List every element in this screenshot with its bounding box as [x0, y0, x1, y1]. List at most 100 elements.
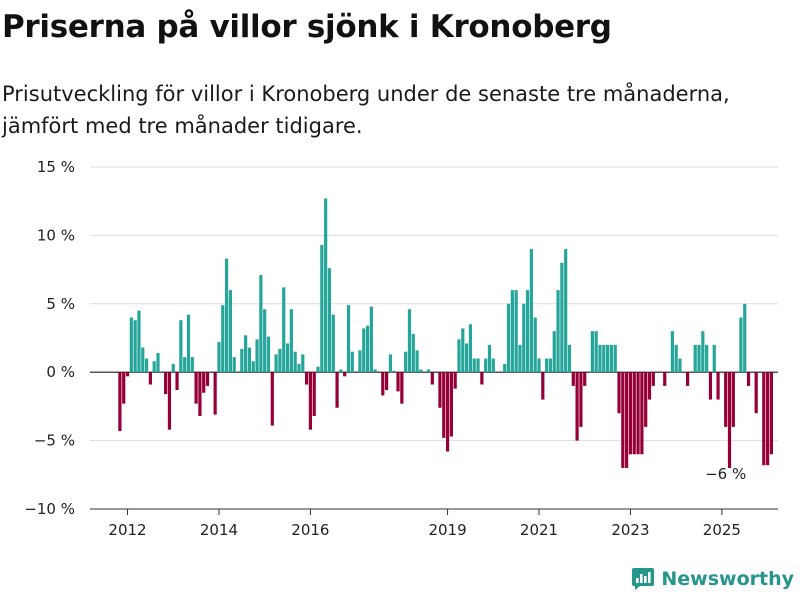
bar [175, 372, 179, 390]
bar [644, 372, 648, 427]
bar [350, 351, 354, 373]
bar [217, 342, 221, 373]
bar [613, 344, 617, 373]
bar [674, 344, 678, 373]
bar [560, 262, 564, 373]
bar [457, 339, 461, 373]
x-tick-label: 2025 [703, 521, 741, 539]
bar [701, 331, 705, 373]
bar [186, 314, 191, 373]
bar [373, 369, 377, 373]
x-tick-label: 2019 [428, 521, 466, 539]
bar [183, 357, 187, 373]
bar [480, 372, 484, 385]
bar [221, 305, 225, 373]
bar [278, 348, 282, 373]
brand-name: Newsworthy [661, 568, 794, 590]
bar [179, 320, 183, 373]
gridlines [90, 166, 778, 510]
bar [754, 372, 758, 414]
bar [617, 372, 621, 414]
bar [293, 351, 297, 373]
bar [465, 343, 469, 373]
bar [297, 363, 301, 373]
bar [312, 372, 316, 416]
x-tick-label: 2023 [611, 521, 649, 539]
bar [548, 358, 553, 373]
bar [129, 317, 133, 373]
bar [144, 358, 149, 373]
bar [628, 372, 633, 455]
bar [419, 369, 423, 373]
bar [621, 372, 625, 468]
bar [247, 347, 252, 373]
bar-chart: −10 % −5 % 0 % 5 % 10 % 15 % 2012 2014 2016 2019… [24, 158, 778, 539]
bar [746, 372, 751, 386]
bar [625, 372, 629, 468]
bar [766, 372, 770, 466]
bar [605, 344, 610, 373]
bar [125, 372, 130, 377]
bar [213, 372, 217, 415]
x-axis: 2012 2014 2016 2019 2021 2023 2025 [90, 508, 778, 539]
y-tick-label: 15 % [37, 158, 75, 176]
bar [339, 369, 343, 373]
bar [308, 372, 313, 430]
bar [522, 303, 526, 373]
bar [697, 344, 701, 373]
bar [198, 372, 202, 416]
bar [727, 372, 732, 468]
bar [445, 372, 450, 452]
bar [270, 372, 274, 426]
bar [491, 358, 495, 373]
bar [266, 336, 271, 373]
x-tick-label: 2016 [291, 521, 329, 539]
bar [743, 303, 747, 373]
bar [678, 358, 682, 373]
bar [487, 344, 492, 373]
bar [320, 244, 324, 373]
bar [407, 309, 412, 373]
bar [685, 372, 690, 386]
bar [579, 372, 583, 427]
bar [343, 372, 347, 377]
chart-title: Priserna på villor sjönk i Kronoberg [2, 9, 612, 45]
bar [724, 372, 728, 427]
bar [289, 309, 293, 373]
bar [449, 372, 453, 437]
bar [712, 344, 716, 373]
bar [670, 331, 674, 373]
bar [331, 314, 335, 373]
bar [202, 372, 206, 393]
bar [693, 344, 697, 373]
bar [705, 344, 709, 373]
bar [137, 310, 141, 373]
bar [171, 363, 175, 373]
bar [304, 372, 309, 385]
bar [506, 303, 511, 373]
bar [141, 347, 145, 373]
x-tick-label: 2021 [520, 521, 558, 539]
bar [529, 249, 533, 373]
bar [442, 372, 446, 438]
annotations: −6 % [705, 465, 746, 483]
bar [545, 358, 549, 373]
bar [167, 372, 172, 430]
bar [415, 350, 419, 373]
bar [251, 361, 255, 373]
bar [716, 372, 720, 400]
bar [640, 372, 644, 455]
bar [228, 290, 232, 373]
bar [358, 350, 362, 373]
bar [148, 372, 152, 385]
bar [285, 343, 290, 373]
annotation-label: −6 % [705, 465, 746, 483]
y-tick-label: 10 % [37, 226, 75, 244]
bar [503, 363, 507, 373]
y-tick-label: −5 % [34, 432, 75, 450]
bar [385, 372, 389, 390]
brand-logo: Newsworthy [631, 564, 794, 594]
x-tick-label: 2014 [200, 521, 238, 539]
bar [190, 357, 194, 373]
bar [552, 331, 556, 373]
